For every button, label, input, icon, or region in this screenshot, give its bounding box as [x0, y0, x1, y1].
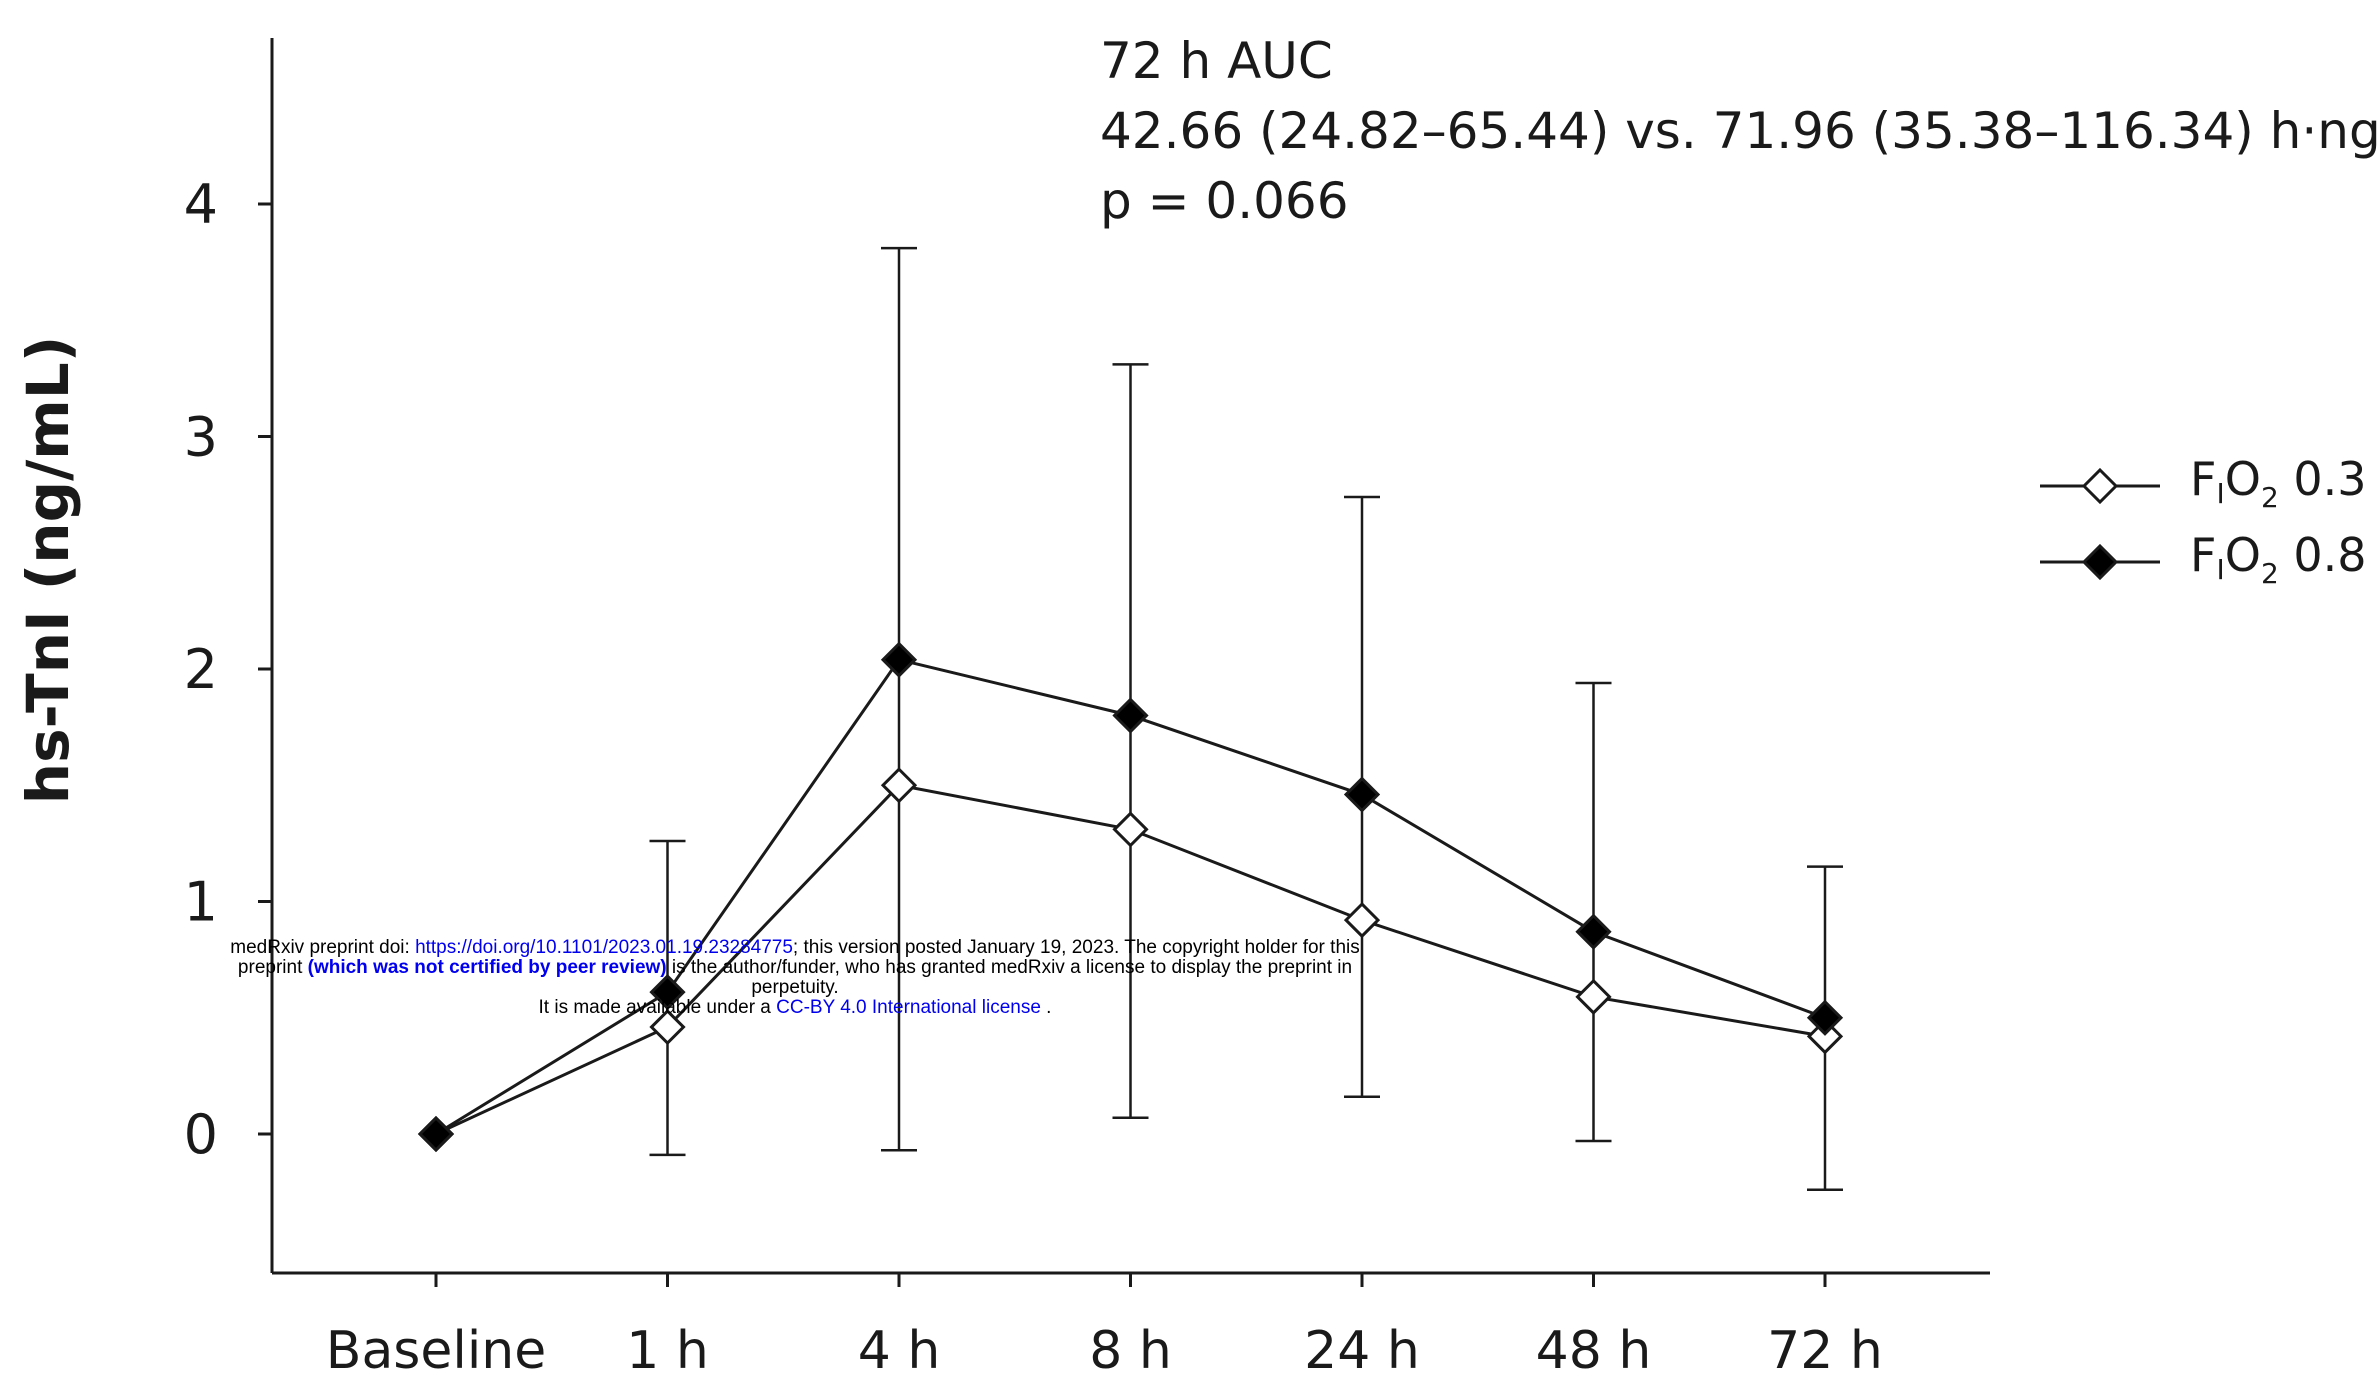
data-point-open — [1575, 978, 1612, 1015]
data-point-open — [1806, 1018, 1844, 1055]
watermark-line-3: perpetuity. — [751, 977, 839, 998]
data-point-filled — [1575, 913, 1612, 950]
legend-marker-1 — [2081, 543, 2119, 581]
data-point-filled — [417, 1115, 455, 1153]
data-point-filled — [1112, 697, 1149, 734]
peer-review-note: (which was not certified by peer review) — [307, 957, 667, 978]
y-tick-label: 3 — [184, 406, 218, 469]
auc-annotation-line-3: p = 0.066 — [1100, 172, 1349, 230]
data-point-open — [649, 1008, 686, 1046]
y-tick-label: 0 — [184, 1103, 218, 1166]
legend — [2040, 467, 2160, 581]
error-bars — [649, 246, 1843, 1192]
license-link[interactable]: CC-BY 4.0 International license — [776, 997, 1041, 1018]
legend-marker-0 — [2081, 467, 2119, 505]
x-tick-label: 4 h — [858, 1321, 941, 1381]
auc-annotation-line-1: 72 h AUC — [1100, 32, 1333, 90]
watermark-line-1: medRxiv preprint doi: https://doi.org/10… — [230, 937, 1360, 958]
x-tick-label: 8 h — [1089, 1321, 1172, 1381]
y-tick-label: 4 — [184, 173, 218, 236]
axes: 0 1 2 3 4 Baseline 1 h 4 h 8 h 24 h 48 h 72 h — [184, 38, 1990, 1381]
medrxiv-watermark: medRxiv preprint doi: https://doi.org/10… — [140, 938, 1450, 1018]
y-tick-label: 2 — [184, 638, 218, 701]
auc-annotation-line-2: 42.66 (24.82–65.44) vs. 71.96 (35.38–116… — [1100, 102, 2379, 160]
y-axis-label: hs-TnI (ng/mL) — [14, 336, 82, 804]
data-point-open — [880, 767, 918, 804]
doi-link[interactable]: https://doi.org/10.1101/2023.01.19.23284… — [415, 937, 793, 958]
watermark-line-2: preprint (which was not certified by pee… — [237, 957, 1353, 978]
data-point-filled — [1806, 999, 1844, 1036]
data-point-open — [1343, 901, 1381, 939]
data-point-filled — [880, 641, 918, 678]
data-point-open — [1112, 811, 1149, 848]
data-point-filled — [649, 974, 686, 1011]
x-tick-label: 1 h — [626, 1321, 709, 1381]
x-tick-label: 72 h — [1767, 1321, 1883, 1381]
x-tick-label: 48 h — [1536, 1321, 1652, 1381]
legend-label-fio2-03: FIO2 0.3 — [2190, 452, 2367, 514]
legend-label-fio2-08: FIO2 0.8 — [2190, 528, 2367, 590]
x-tick-label: 24 h — [1304, 1321, 1420, 1381]
watermark-line-4: It is made available under a CC-BY 4.0 I… — [538, 997, 1052, 1018]
x-tick-label: Baseline — [326, 1321, 546, 1381]
y-tick-label: 1 — [184, 871, 218, 934]
data-point-filled — [1343, 776, 1381, 813]
series-markers — [417, 641, 1844, 1153]
